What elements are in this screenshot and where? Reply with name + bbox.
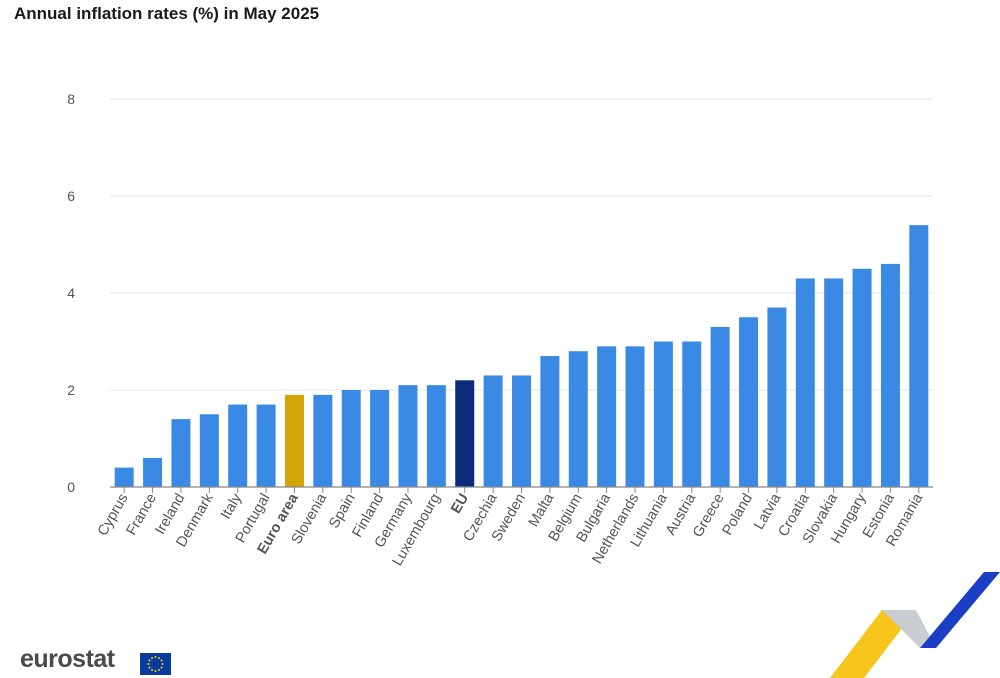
bar-croatia	[795, 278, 815, 487]
bar-portugal	[256, 404, 276, 487]
bar-eu	[455, 380, 475, 487]
bar-denmark	[199, 414, 219, 487]
x-tick-label: Italy	[218, 490, 246, 522]
bar-ireland	[171, 419, 191, 487]
bar-romania	[909, 225, 929, 487]
bar-germany	[398, 385, 418, 487]
chart-title: Annual inflation rates (%) in May 2025	[14, 4, 320, 23]
bar-slovenia	[313, 394, 333, 487]
bar-estonia	[880, 263, 900, 487]
y-tick-label: 8	[67, 91, 75, 107]
bar-austria	[682, 341, 702, 487]
bar-hungary	[852, 268, 872, 487]
bars	[114, 225, 929, 487]
bar-italy	[228, 404, 248, 487]
y-tick-label: 6	[67, 188, 75, 204]
bar-belgium	[568, 351, 588, 487]
bar-netherlands	[625, 346, 645, 487]
bar-bulgaria	[597, 346, 617, 487]
bar-luxembourg	[426, 385, 446, 487]
bar-lithuania	[653, 341, 673, 487]
bar-malta	[540, 356, 560, 487]
bar-cyprus	[114, 467, 134, 487]
bar-euro-area	[284, 394, 304, 487]
bar-latvia	[767, 307, 787, 487]
bar-greece	[710, 326, 730, 487]
eurostat-chevron-icon	[830, 572, 1000, 678]
bar-france	[143, 457, 163, 487]
bar-poland	[739, 317, 759, 487]
y-tick-label: 4	[67, 285, 75, 301]
y-tick-label: 0	[67, 479, 75, 495]
eurostat-logo: eurostat	[20, 645, 115, 673]
bar-slovakia	[824, 278, 844, 487]
y-axis-ticks: 0 2 4 6 8	[67, 91, 75, 495]
bar-finland	[370, 390, 390, 487]
x-tick-label: EU	[448, 491, 472, 516]
y-tick-label: 2	[67, 382, 75, 398]
bar-spain	[341, 390, 361, 487]
bar-sweden	[512, 375, 531, 487]
eu-flag-icon	[140, 653, 171, 675]
bar-czechia	[483, 375, 503, 487]
